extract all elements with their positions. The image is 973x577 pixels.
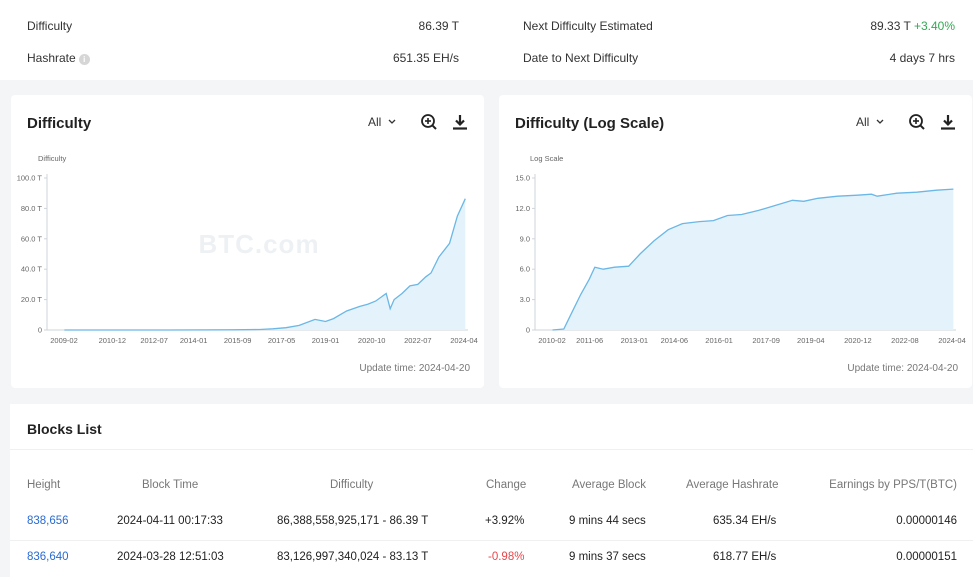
range-select-value: All <box>368 115 382 129</box>
divider <box>10 540 973 541</box>
y-tick-label: 20.0 T <box>21 295 43 304</box>
download-icon[interactable] <box>451 113 469 131</box>
block-difficulty: 83,126,997,340,024 - 83.13 T <box>277 551 429 563</box>
col-header-average-block: Average Block <box>572 479 646 491</box>
hashrate-value: 651.35 EH/s <box>392 51 459 65</box>
series-line <box>64 198 466 331</box>
x-tick-label: 2014-06 <box>661 336 689 345</box>
next-difficulty-value-group: 89.33 T +3.40% <box>870 19 955 33</box>
range-select[interactable]: All <box>856 115 884 129</box>
x-tick-label: 2019-01 <box>312 336 340 345</box>
series-area <box>64 198 466 330</box>
y-tick-label: 12.0 <box>515 204 530 213</box>
download-icon[interactable] <box>939 113 957 131</box>
chart-title: Difficulty <box>27 115 92 132</box>
date-to-next-label: Date to Next Difficulty <box>523 51 639 65</box>
difficulty-change: +3.92% <box>485 515 525 527</box>
series-line <box>552 188 954 331</box>
x-tick-label: 2010-12 <box>99 336 127 345</box>
difficulty-label: Difficulty <box>27 19 73 33</box>
x-tick-label: 2017-05 <box>268 336 296 345</box>
x-tick-label: 2010-02 <box>538 336 566 345</box>
x-tick-label: 2016-01 <box>705 336 733 345</box>
y-tick-label: 6.0 <box>520 265 530 274</box>
y-tick-label: 60.0 T <box>21 234 43 243</box>
blocks-list: Blocks List Height Block Time Difficulty… <box>10 404 973 577</box>
zoom-in-icon[interactable] <box>908 113 926 131</box>
update-time: Update time: 2024-04-20 <box>359 363 470 374</box>
next-difficulty-label: Next Difficulty Estimated <box>523 19 653 33</box>
x-tick-label: 2017-09 <box>752 336 780 345</box>
log-difficulty-chart[interactable]: BTC.comLog Scale03.06.09.012.015.02010-0… <box>499 95 972 388</box>
x-tick-label: 2024-04 <box>450 336 478 345</box>
average-hashrate: 635.34 EH/s <box>713 515 777 527</box>
chevron-down-icon <box>876 119 884 124</box>
hashrate-label: Hashrate <box>27 51 76 65</box>
block-difficulty: 86,388,558,925,171 - 86.39 T <box>277 515 429 527</box>
x-tick-label: 2009-02 <box>50 336 78 345</box>
x-tick-label: 2022-08 <box>891 336 919 345</box>
col-header-height: Height <box>27 479 61 491</box>
col-header-average-hashrate: Average Hashrate <box>686 479 779 491</box>
x-tick-label: 2011-06 <box>576 336 603 345</box>
col-header-block-time: Block Time <box>142 479 199 491</box>
date-to-next-value: 4 days 7 hrs <box>889 51 955 65</box>
y-tick-label: 3.0 <box>520 295 530 304</box>
block-height-link[interactable]: 836,640 <box>27 551 69 563</box>
x-tick-label: 2014-01 <box>180 336 208 345</box>
y-axis-unit-label: Difficulty <box>38 154 66 163</box>
series-area <box>552 189 954 330</box>
block-time: 2024-04-11 00:17:33 <box>117 515 223 527</box>
zoom-in-icon[interactable] <box>420 113 438 131</box>
difficulty-chart-card: Difficulty All BTC.com Difficulty 0 20.0 T 4… <box>11 95 484 388</box>
next-difficulty-value: 89.33 T <box>870 19 911 33</box>
block-height-link[interactable]: 838,656 <box>27 515 69 527</box>
x-tick-label: 2013-01 <box>621 336 649 345</box>
update-time: Update time: 2024-04-20 <box>847 363 958 374</box>
x-tick-label: 2020-10 <box>358 336 386 345</box>
average-hashrate: 618.77 EH/s <box>713 551 777 563</box>
col-header-change: Change <box>486 479 527 491</box>
info-icon[interactable]: i <box>78 54 90 65</box>
y-tick-label: 80.0 T <box>21 204 43 213</box>
difficulty-change: -0.98% <box>488 551 525 563</box>
y-tick-label: 0 <box>38 326 42 335</box>
difficulty-chart[interactable]: BTC.com Difficulty 0 20.0 T 40.0 T 60.0 T 80.0… <box>11 95 484 388</box>
divider <box>10 449 973 450</box>
earnings-pps: 0.00000151 <box>896 551 957 563</box>
difficulty-value: 86.39 T <box>418 19 459 33</box>
average-block-time: 9 mins 37 secs <box>569 551 646 563</box>
x-tick-label: 2022-07 <box>404 336 432 345</box>
hashrate-label-group: Hashrate i <box>27 51 90 65</box>
earnings-pps: 0.00000146 <box>896 515 957 527</box>
difficulty-summary: Difficulty 86.39 T Hashrate i 651.35 EH/s… <box>0 0 973 80</box>
range-select-value: All <box>856 115 870 129</box>
x-tick-label: 2015-09 <box>224 336 252 345</box>
log-difficulty-chart-card: Difficulty (Log Scale) All BTC.comLog Sc… <box>499 95 972 388</box>
next-difficulty-change: +3.40% <box>913 19 955 33</box>
range-select[interactable]: All <box>368 115 396 129</box>
watermark: BTC.com <box>198 229 319 259</box>
y-axis-unit-label: Log Scale <box>530 154 563 163</box>
average-block-time: 9 mins 44 secs <box>569 515 646 527</box>
x-tick-label: 2024-04 <box>938 336 966 345</box>
x-tick-label: 2012-07 <box>140 336 168 345</box>
col-header-earnings: Earnings by PPS/T(BTC) <box>829 479 957 491</box>
y-tick-label: 0 <box>526 326 530 335</box>
y-tick-label: 15.0 <box>515 174 530 183</box>
chevron-down-icon <box>388 119 396 124</box>
x-tick-label: 2020-12 <box>844 336 872 345</box>
y-tick-label: 40.0 T <box>21 265 43 274</box>
y-tick-label: 9.0 <box>520 234 530 243</box>
blocks-list-title: Blocks List <box>27 421 102 437</box>
chart-title: Difficulty (Log Scale) <box>515 115 665 132</box>
block-time: 2024-03-28 12:51:03 <box>117 551 224 563</box>
y-tick-label: 100.0 T <box>17 174 43 183</box>
col-header-difficulty: Difficulty <box>330 479 374 491</box>
x-tick-label: 2019-04 <box>797 336 825 345</box>
